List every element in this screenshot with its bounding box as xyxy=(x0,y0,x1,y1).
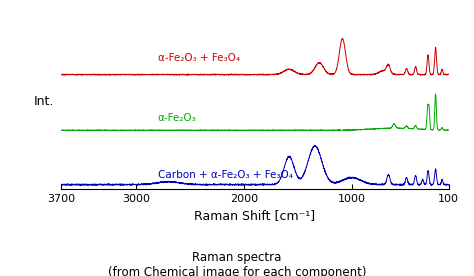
Text: Raman spectra
(from Chemical image for each component): Raman spectra (from Chemical image for e… xyxy=(108,251,366,276)
Text: Carbon + α-Fe₂O₃ + Fe₃O₄: Carbon + α-Fe₂O₃ + Fe₃O₄ xyxy=(158,170,293,180)
Text: α-Fe₂O₃: α-Fe₂O₃ xyxy=(158,113,197,123)
X-axis label: Raman Shift [cm⁻¹]: Raman Shift [cm⁻¹] xyxy=(194,209,315,222)
Y-axis label: Int.: Int. xyxy=(34,95,55,108)
Text: α-Fe₂O₃ + Fe₃O₄: α-Fe₂O₃ + Fe₃O₄ xyxy=(158,53,240,63)
